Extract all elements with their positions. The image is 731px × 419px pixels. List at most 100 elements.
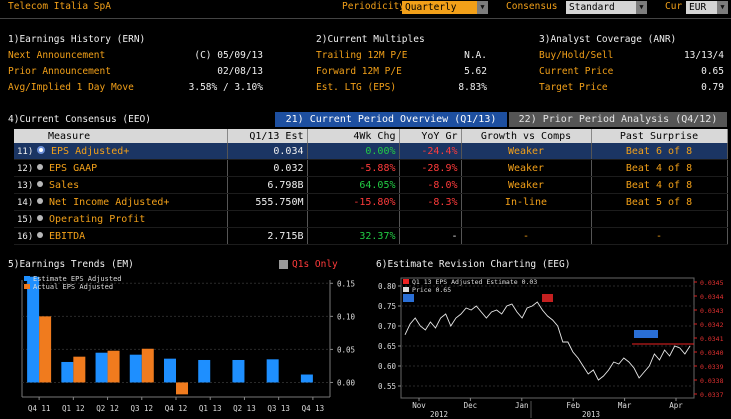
revision-right-tick-label: 0.0341 [700, 335, 724, 343]
periodicity-select[interactable]: Quarterly [402, 1, 477, 14]
consensus-label: Consensus [506, 1, 558, 12]
est-cell: 2.715B [227, 227, 308, 245]
trend-y-tick-label: 0.10 [337, 312, 356, 321]
chg-cell: -5.88% [307, 159, 400, 177]
current-price-label: Current Price [539, 66, 614, 77]
revision-x-tick-label: Jan [515, 401, 529, 410]
row-number: 14) [17, 197, 34, 208]
est-cell: 555.750M [227, 193, 308, 211]
revision-right-tick-label: 0.0337 [700, 391, 724, 399]
measure-cell: 12) EPS GAAP [14, 159, 228, 177]
col-past-surprise[interactable]: Past Surprise [591, 129, 728, 143]
consensus-select[interactable]: Standard [566, 1, 637, 14]
earnings-trends-title[interactable]: 5)Earnings Trends (EM) [8, 259, 134, 270]
chg-cell: -15.80% [307, 193, 400, 211]
current-multiples-title[interactable]: 2)Current Multiples [316, 34, 425, 45]
estimate-revision-title[interactable]: 6)Estimate Revision Charting (EEG) [376, 259, 571, 270]
revision-left-tick-label: 0.80 [378, 282, 397, 291]
yoy-cell: -28.9% [399, 159, 462, 177]
estimate-bar [266, 359, 279, 383]
currency-value: EUR [689, 2, 707, 13]
trend-x-tick-label: Q3 12 [130, 404, 153, 413]
current-consensus-title[interactable]: 4)Current Consensus (EEO) [8, 114, 151, 125]
row-radio-icon[interactable] [37, 146, 45, 154]
revision-left-tick-label: 0.60 [378, 362, 397, 371]
earnings-trends-chart: 0.15 0.10 0.05 0.00 Q4 11 Q1 12 Q2 12 Q3 12 Q4 1… [8, 272, 368, 418]
surprise-cell: - [591, 227, 728, 245]
consensus-dropdown-icon[interactable]: ▼ [636, 1, 647, 14]
next-announcement-value: (C) 05/09/13 [194, 50, 263, 61]
periodicity-dropdown-icon[interactable]: ▼ [477, 1, 488, 14]
trailing-pe-value: N.A. [464, 50, 487, 61]
surprise-cell: Beat 4 of 8 [591, 159, 728, 177]
legend-price-label: Price 0.65 [412, 286, 451, 294]
estimate-bar [61, 361, 74, 383]
growth-cell: Weaker [461, 143, 592, 160]
revision-marker [634, 330, 658, 338]
col-4wk-chg[interactable]: 4Wk Chg [307, 129, 400, 143]
row-radio-icon[interactable] [37, 232, 43, 238]
currency-select[interactable]: EUR [686, 1, 717, 14]
trend-x-tick-label: Q4 13 [302, 404, 325, 413]
table-row[interactable]: 14) Net Income Adjusted+ 555.750M -15.80% -8… [14, 193, 728, 211]
actual-bar [107, 350, 120, 383]
estimate-bar [27, 276, 40, 383]
col-est[interactable]: Q1/13 Est [227, 129, 308, 143]
revision-x-tick-label: Nov [412, 401, 426, 410]
yoy-cell: - [399, 227, 462, 245]
revision-right-tick-label: 0.0338 [700, 377, 724, 385]
periodicity-label: Periodicity [342, 1, 405, 12]
surprise-cell: Beat 5 of 8 [591, 193, 728, 211]
table-row[interactable]: 11) EPS Adjusted+ 0.034 0.00% -24.4% Weaker Be… [14, 143, 728, 160]
analyst-coverage-title[interactable]: 3)Analyst Coverage (ANR) [539, 34, 677, 45]
revision-x-tick-label: Apr [669, 401, 683, 410]
ltg-value: 8.83% [458, 82, 487, 93]
earnings-history-title[interactable]: 1)Earnings History (ERN) [8, 34, 146, 45]
cur-label: Cur [665, 1, 683, 12]
next-announcement-label: Next Announcement [8, 50, 106, 61]
estimate-bar [129, 354, 142, 383]
revision-background [376, 272, 731, 418]
year-label: 2013 [582, 410, 600, 418]
row-radio-icon[interactable] [37, 198, 43, 204]
tab-current-period[interactable]: 21) Current Period Overview (Q1/13) [275, 112, 507, 127]
actual-bar [39, 316, 52, 383]
surprise-cell: Beat 4 of 8 [591, 176, 728, 194]
est-cell: 0.034 [227, 143, 308, 160]
table-row[interactable]: 12) EPS GAAP 0.032 -5.88% -28.9% Weaker Beat 4… [14, 159, 728, 177]
col-yoy-gr[interactable]: YoY Gr [399, 129, 462, 143]
tab-current-period-label: 21) Current Period Overview (Q1/13) [285, 114, 497, 125]
consensus-table: Measure Q1/13 Est 4Wk Chg YoY Gr Growth … [14, 129, 728, 245]
actual-bar [176, 382, 188, 395]
periodicity-value: Quarterly [405, 2, 457, 13]
revision-x-tick-label: Feb [566, 401, 580, 410]
legend-estimate-swatch [24, 276, 30, 281]
col-measure[interactable]: Measure [14, 129, 228, 143]
tab-prior-period[interactable]: 22) Prior Period Analysis (Q4/12) [509, 112, 727, 127]
currency-dropdown-icon[interactable]: ▼ [717, 1, 728, 14]
estimate-revision-chart: 0.80 0.75 0.70 0.65 0.60 0.55 0.0345 0.0344 0.03… [376, 272, 731, 418]
row-radio-icon[interactable] [37, 215, 43, 221]
trend-x-tick-label: Q2 12 [96, 404, 119, 413]
table-row[interactable]: 15) Operating Profit [14, 210, 728, 228]
year-label: 2012 [430, 410, 448, 418]
trend-y-tick-label: 0.05 [337, 345, 355, 354]
table-row[interactable]: 13) Sales 6.798B 64.05% -8.0% Weaker Beat 4 of… [14, 176, 728, 194]
col-growth-comps[interactable]: Growth vs Comps [461, 129, 592, 143]
row-number: 11) [17, 146, 34, 157]
trend-x-tick-label: Q3 13 [267, 404, 290, 413]
q1s-only-checkbox[interactable] [279, 260, 288, 269]
target-price-label: Target Price [539, 82, 608, 93]
legend-price-swatch [403, 287, 409, 292]
estimate-bar [232, 359, 245, 383]
table-row[interactable]: 16) EBITDA 2.715B 32.37% - - - [14, 227, 728, 245]
estimate-bar [164, 358, 176, 383]
surprise-cell: Beat 6 of 8 [591, 143, 728, 160]
trend-x-tick-label: Q4 11 [28, 404, 51, 413]
app-title: Telecom Italia SpA [8, 1, 111, 12]
row-radio-icon[interactable] [37, 164, 43, 170]
est-cell [227, 210, 308, 228]
revision-left-tick-label: 0.55 [378, 382, 396, 391]
row-radio-icon[interactable] [37, 181, 43, 187]
chg-cell: 64.05% [307, 176, 400, 194]
